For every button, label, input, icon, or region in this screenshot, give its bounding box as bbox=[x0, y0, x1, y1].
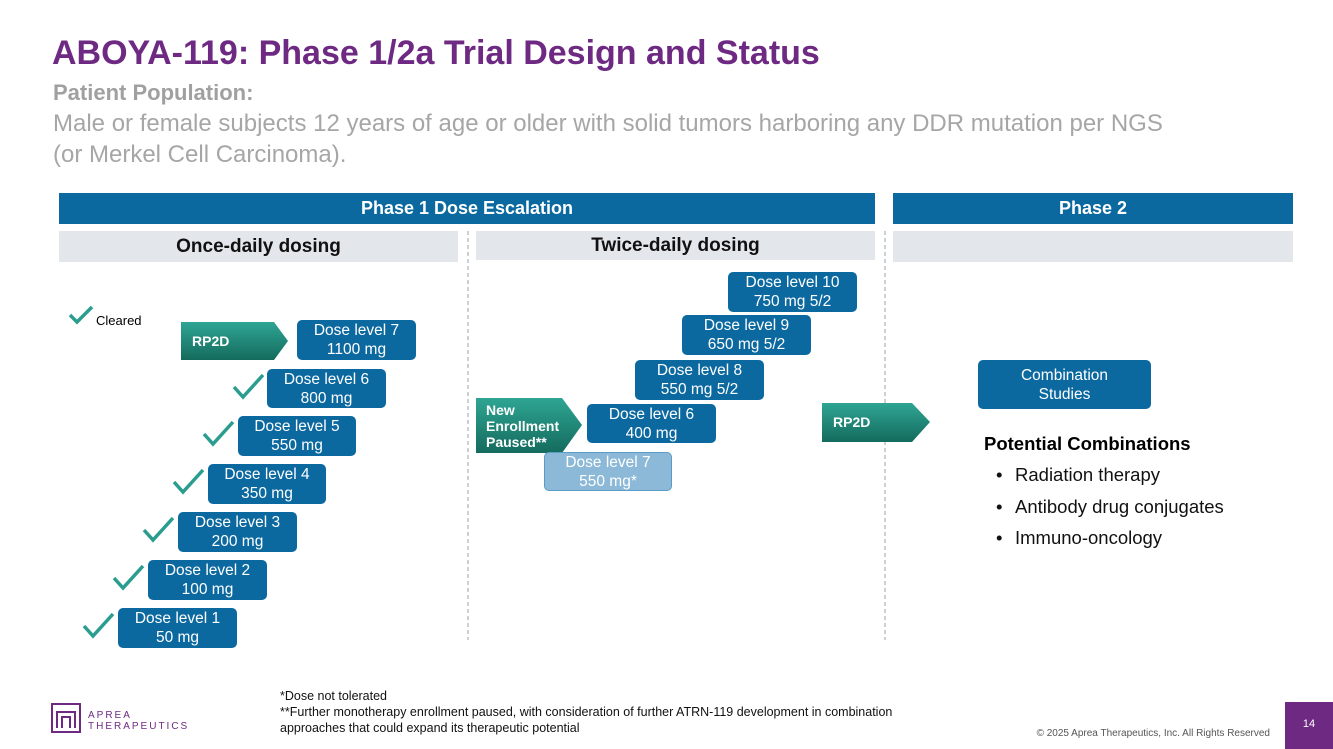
dose-dose: 400 mg bbox=[625, 424, 678, 442]
paused-arrow bbox=[476, 398, 582, 453]
dose-level: Dose level 7 bbox=[565, 453, 651, 471]
checkmarks bbox=[68, 305, 265, 639]
text: Enrollment bbox=[486, 418, 560, 434]
text: Combination bbox=[1020, 366, 1109, 384]
page-number: 14 bbox=[1302, 718, 1316, 730]
dose-dose: 200 mg bbox=[211, 533, 264, 550]
text: Studies bbox=[1038, 385, 1091, 403]
logo-icon bbox=[51, 703, 81, 733]
dose-level: Dose level 10 bbox=[745, 274, 840, 291]
dose-level: Dose level 2 bbox=[164, 562, 251, 579]
text: THERAPEUTICS bbox=[88, 721, 190, 732]
dose-box: Dose level 6 800 mg bbox=[267, 369, 386, 408]
dose-dose: 800 mg bbox=[300, 389, 353, 407]
footnote: approaches that could expand its therape… bbox=[280, 721, 580, 735]
dose-level: Dose level 4 bbox=[224, 466, 310, 483]
dose-box: Dose level 6 400 mg bbox=[587, 404, 716, 443]
dose-level: Dose level 7 bbox=[313, 322, 400, 339]
phase-header: Phase 2 bbox=[893, 193, 1293, 224]
column-header: Once-daily dosing bbox=[59, 231, 458, 262]
dose-dose: 50 mg bbox=[155, 629, 200, 646]
column-header bbox=[893, 231, 1293, 262]
dose-dose: 1100 mg bbox=[326, 341, 387, 358]
dose-dose: 650 mg 5/2 bbox=[707, 336, 786, 353]
dose-box: Dose level 2 100 mg bbox=[148, 560, 267, 600]
dose-box: Dose level 5 550 mg bbox=[238, 416, 356, 456]
bullet: • bbox=[996, 527, 1003, 548]
combination-item: Radiation therapy bbox=[1015, 464, 1161, 485]
footnote: **Further monotherapy enrollment paused,… bbox=[280, 705, 893, 719]
column-header: Twice-daily dosing bbox=[476, 231, 875, 260]
dose-level: Dose level 3 bbox=[194, 514, 281, 531]
combination-item: Immuno-oncology bbox=[1015, 527, 1163, 548]
dose-level: Dose level 8 bbox=[656, 362, 743, 379]
page-badge bbox=[1285, 702, 1333, 749]
bullet: • bbox=[996, 464, 1003, 485]
text: Paused** bbox=[486, 434, 547, 450]
dose-level: Dose level 5 bbox=[254, 418, 340, 435]
logo-text: APREA THERAPEUTICS bbox=[88, 710, 189, 732]
combination-box: Combination Studies bbox=[978, 360, 1151, 409]
subtitle: Patient Population: bbox=[53, 80, 254, 105]
text: New bbox=[486, 402, 515, 418]
copyright: © 2025 Aprea Therapeutics, Inc. All Righ… bbox=[1036, 728, 1270, 739]
dose-box: Dose level 1 50 mg bbox=[118, 608, 237, 648]
dose-level: Dose level 9 bbox=[703, 317, 790, 334]
description: (or Merkel Cell Carcinoma). bbox=[53, 141, 347, 168]
paused-label: New Enrollment Paused** bbox=[486, 402, 559, 450]
dose-box: Dose level 7 550 mg* bbox=[544, 452, 672, 491]
rp2d-arrow bbox=[822, 403, 930, 442]
dose-level: Dose level 6 bbox=[608, 405, 695, 423]
title: ABOYA-119: Phase 1/2a Trial Design and S… bbox=[52, 34, 820, 72]
dose-dose: 550 mg 5/2 bbox=[660, 381, 739, 398]
bullet: • bbox=[996, 496, 1003, 517]
dose-box: Dose level 9 650 mg 5/2 bbox=[682, 315, 811, 355]
footnote: *Dose not tolerated bbox=[280, 689, 388, 703]
text: APREA bbox=[88, 710, 132, 721]
rp2d-label: RP2D bbox=[833, 414, 871, 430]
dose-dose: 550 mg bbox=[271, 437, 323, 454]
rp2d-arrow bbox=[181, 322, 288, 360]
dose-dose: 100 mg bbox=[181, 581, 234, 598]
dose-level: Dose level 6 bbox=[283, 370, 370, 388]
dose-dose: 750 mg 5/2 bbox=[753, 293, 832, 310]
dose-box: Dose level 10 750 mg 5/2 bbox=[728, 272, 857, 312]
rp2d-label: RP2D bbox=[192, 333, 230, 349]
dose-box: Dose level 3 200 mg bbox=[178, 512, 297, 552]
dose-box: Dose level 8 550 mg 5/2 bbox=[635, 360, 764, 400]
dose-box: Dose level 4 350 mg bbox=[208, 464, 326, 504]
legend: Cleared bbox=[96, 313, 142, 328]
description: Male or female subjects 12 years of age … bbox=[53, 110, 1163, 137]
combinations-heading: Potential Combinations bbox=[984, 433, 1191, 454]
dose-dose: 550 mg* bbox=[579, 472, 637, 490]
combination-item: Antibody drug conjugates bbox=[1015, 496, 1224, 517]
dose-dose: 350 mg bbox=[241, 485, 293, 502]
phase-header: Phase 1 Dose Escalation bbox=[59, 193, 875, 224]
dose-level: Dose level 1 bbox=[134, 610, 221, 627]
dose-box: Dose level 7 1100 mg bbox=[297, 320, 416, 360]
